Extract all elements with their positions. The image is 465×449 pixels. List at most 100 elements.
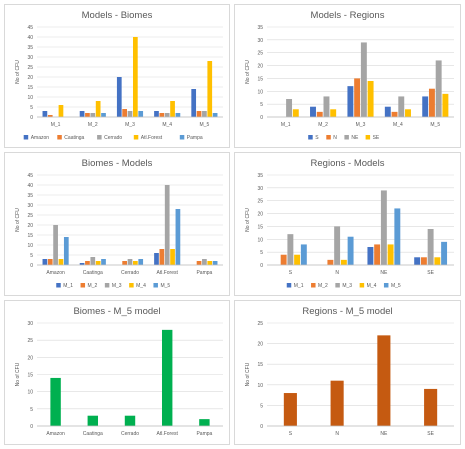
legend-swatch-m-2 [311,283,316,288]
y-tick-label: 35 [27,45,33,51]
bar-m-4-cerrado [164,113,170,117]
bar-pampa-m-3 [202,259,207,265]
y-tick-label: 15 [27,233,33,239]
chart-title: Regions - M_5 model [302,306,392,317]
bar-m-5-atl-forest [207,61,213,117]
bar-s-m-5 [300,244,307,265]
legend-swatch-amazon [23,135,29,140]
y-tick-label: 30 [27,55,33,61]
y-tick-label: 0 [260,115,263,121]
y-tick-label: 0 [260,263,263,269]
x-tick-label: Caatinga [83,270,103,276]
bar-m-3-pampa [138,111,144,117]
y-tick-label: 25 [257,199,263,205]
x-tick-label: Amazon [46,431,65,437]
legend-swatch-m-1 [286,283,292,288]
x-tick-label: Cerrado [121,431,139,437]
x-tick-label: Caatinga [83,431,103,437]
bar-n [330,380,344,426]
legend: M_1 M_2 M_3 M_4 M_5 [56,283,170,289]
y-tick-label: 40 [27,183,33,189]
bar-ne [377,335,391,426]
legend: Amazon Caatinga Cerrado Atl.Forest Pampa [23,135,203,141]
bar-atl-forest-m-4 [170,249,175,265]
bar-caatinga-m-1 [79,263,85,265]
legend-swatch-ne [344,135,349,140]
chart-svg: Models - Regions 0 5 10 15 20 25 30 35 No of CFU M… [245,10,454,141]
y-tick-label: 45 [27,173,33,179]
y-tick-label: 15 [257,76,263,82]
bar-cerrado [124,415,136,426]
legend-swatch-se [365,135,371,140]
bar-m-2-caatinga [85,113,90,117]
chart-svg: Regions - Models 0 5 10 15 20 25 30 35 No of CFU S… [245,158,454,289]
x-tick-label: SE [427,431,434,437]
bar-s [283,393,297,426]
x-tick-label: Amazon [46,270,65,276]
y-tick-label: 20 [27,223,33,229]
bar-m-2-n [316,111,323,117]
x-tick-label: SE [427,270,434,276]
y-tick-label: 10 [27,95,33,101]
bar-m-5-se [442,93,449,117]
bar-n-m-2 [327,259,334,265]
bar-caatinga-m-3 [90,257,96,265]
bar-s-m-2 [280,254,287,265]
legend-swatch-m-4 [129,283,134,288]
bar-ne-m-4 [387,244,394,265]
bar-s-m-4 [294,254,301,265]
y-axis-label: No of CFU [245,60,251,84]
x-tick-label: M_5 [200,122,210,128]
bar-atl-forest [161,329,173,426]
y-tick-label: 40 [27,35,33,41]
bar-m-4-s [384,106,391,117]
chart-svg: Models - Biomes 0 5 10 15 20 25 30 35 40 45 No of C… [15,10,223,141]
chart-panel-biomes-models: Biomes - Models 0 5 10 15 20 25 30 35 40 45 No of C… [4,152,230,296]
bar-se-m-4 [434,257,441,265]
bar-m-2-amazon [79,111,85,117]
bar-m-2-se [330,109,337,117]
bar-amazon-m-3 [53,225,58,265]
y-tick-label: 5 [30,253,33,259]
y-tick-label: 30 [27,321,33,327]
legend: S N NE SE [308,135,380,141]
bar-m-1-caatinga [47,115,53,117]
bar-n-m-5 [347,236,354,265]
y-tick-label: 25 [27,213,33,219]
legend-label-m-5: M_5 [391,283,401,289]
chart-title: Models - Regions [311,10,385,21]
bar-ne-m-3 [380,190,387,265]
legend-swatch-m-3 [335,283,340,288]
bar-ne-m-1 [367,247,374,265]
bar-m-3-caatinga [122,109,128,117]
legend-label-m-3: M_3 [112,283,122,289]
y-tick-label: 10 [27,390,33,396]
x-tick-label: M_4 [162,122,172,128]
bar-m-4-ne [398,96,405,117]
bar-atl-forest-m-1 [154,253,159,265]
chart-title: Biomes - Models [82,158,153,169]
chart-panel-regions-m5: Regions - M_5 model 0 5 10 15 20 25 No of CFU S N… [234,300,461,445]
bar-m-5-pampa [212,113,218,117]
chart-title: Models - Biomes [82,10,153,21]
bar-atl-forest-m-5 [175,209,181,265]
bar-amazon-m-2 [47,259,53,265]
x-tick-label: M_1 [51,122,61,128]
y-tick-label: 10 [27,243,33,249]
bar-cerrado-m-3 [127,259,133,265]
bar-m-1-ne [286,99,293,117]
bar-ne-m-5 [394,208,401,265]
legend-label-atl-forest: Atl.Forest [141,135,163,141]
x-tick-label: M_3 [356,122,366,128]
y-tick-label: 0 [30,115,33,121]
y-tick-label: 0 [260,424,263,430]
bar-m-2-atl-forest [95,101,101,117]
y-tick-label: 10 [257,237,263,243]
bar-m-1-amazon [42,111,48,117]
x-tick-label: Pampa [196,270,212,276]
legend-label-n: N [333,135,337,141]
legend-label-s: S [315,135,319,141]
chart-panel-models-regions: Models - Regions 0 5 10 15 20 25 30 35 No of CFU M… [234,4,461,148]
bar-m-5-ne [435,60,442,117]
x-tick-label: M_1 [281,122,291,128]
